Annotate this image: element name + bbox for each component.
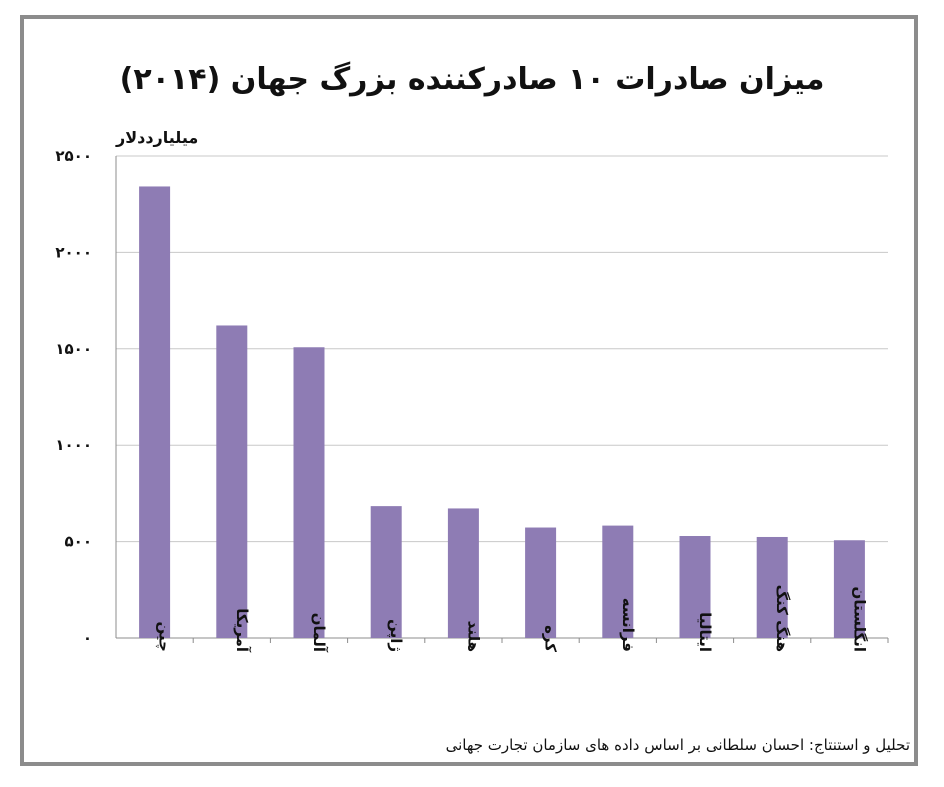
bar	[216, 325, 248, 638]
bar	[447, 508, 479, 638]
bar	[139, 186, 171, 638]
x-tick-label: ایتالیا	[696, 612, 714, 652]
bar	[679, 536, 711, 638]
source-note: تحلیل و استنتاج: احسان سلطانی بر اساس دا…	[445, 736, 910, 754]
bar	[525, 527, 557, 638]
x-tick-label: فرانسه	[619, 598, 637, 652]
x-tick-label: انگلستان	[850, 587, 868, 652]
bar	[756, 536, 788, 638]
bar	[833, 540, 865, 638]
x-tick-label: هنگ کنگ	[773, 585, 791, 652]
y-tick-label: ۱۰۰۰	[55, 436, 92, 454]
x-tick-label: کره	[542, 625, 560, 652]
x-tick-label: آمریکا	[233, 608, 251, 653]
x-tick-label: چین	[155, 622, 174, 652]
x-tick-label: هلند	[464, 621, 482, 652]
y-tick-label: ۵۰۰	[65, 533, 92, 551]
y-tick-label: ۲۵۰۰	[55, 147, 92, 165]
x-tick-label: آلمان	[310, 613, 328, 653]
bar	[602, 525, 634, 638]
y-tick-label: ۱۵۰۰	[55, 340, 92, 358]
y-tick-label: ۲۰۰۰	[55, 243, 92, 261]
x-tick-label: ژاپن	[386, 619, 405, 652]
y-axis-unit-label: میلیارددلار	[116, 128, 199, 147]
chart-title: میزان صادرات ۱۰ صادرکننده بزرگ جهان (۲۰۱…	[119, 62, 825, 97]
bar	[293, 347, 325, 638]
y-tick-label: ۰	[83, 629, 92, 647]
bar	[370, 506, 402, 638]
